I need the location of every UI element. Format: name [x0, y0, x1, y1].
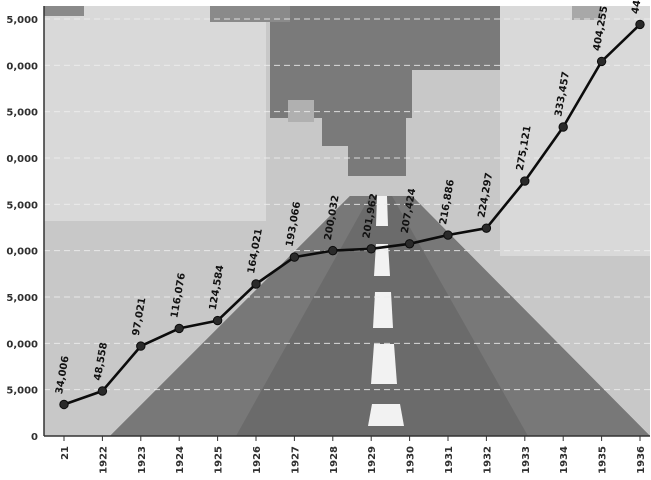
x-axis-ticks: 21 1922 1923 1924 1925 1926 1927 1928 1929 1930 19… — [60, 436, 647, 474]
sky-panel-left — [44, 6, 266, 221]
y-tick-label: 5,000 — [6, 386, 38, 397]
y-tick-label: 0,000 — [6, 247, 38, 258]
data-point — [443, 230, 453, 240]
road-stripe — [368, 404, 404, 426]
y-tick-label: 0,000 — [6, 154, 38, 165]
road-stripe — [376, 196, 388, 226]
y-tick-label: 5,000 — [6, 15, 38, 26]
road-shoulder-right — [392, 196, 650, 436]
x-tick-label: 1929 — [367, 446, 378, 474]
data-point — [289, 252, 300, 262]
y-tick-label: 0 — [31, 432, 38, 443]
data-point — [174, 323, 184, 334]
series-line — [59, 19, 645, 410]
data-point — [596, 56, 607, 67]
data-point — [136, 341, 146, 351]
series-line-path — [63, 23, 641, 406]
y-tick-label: 0,000 — [6, 61, 38, 72]
data-point — [59, 399, 69, 410]
road-stripe — [373, 292, 393, 328]
data-point — [97, 386, 108, 396]
data-point — [328, 245, 338, 256]
axes — [43, 6, 650, 437]
x-tick-label: 1927 — [290, 446, 301, 474]
x-tick-label: 1926 — [252, 446, 263, 474]
x-tick-label: 1936 — [636, 446, 647, 474]
y-axis-ticks: 0 5,000 0,000 5,000 0,000 5,000 0,000 5,000 0,00… — [6, 15, 38, 443]
sky-panel-right — [500, 6, 650, 256]
data-point — [212, 315, 223, 326]
y-tick-label: 5,000 — [6, 108, 38, 119]
building-block — [44, 6, 84, 16]
y-tick-label: 5,000 — [6, 293, 38, 304]
background-illustration — [44, 6, 650, 436]
x-tick-label: 1922 — [98, 446, 109, 474]
road-stripe — [371, 344, 397, 384]
x-tick-label: 1934 — [559, 446, 570, 474]
x-tick-label: 1928 — [329, 446, 340, 474]
data-point — [558, 122, 568, 132]
building-block — [288, 100, 314, 122]
data-point — [251, 279, 261, 289]
y-tick-label: 5,000 — [6, 200, 38, 211]
data-point — [366, 244, 376, 254]
x-tick-label: 1924 — [175, 446, 186, 474]
x-tick-label: 21 — [60, 446, 71, 460]
building-block — [210, 6, 290, 22]
data-point — [635, 19, 645, 30]
tower — [572, 6, 602, 20]
data-point — [404, 239, 415, 249]
road-stripe — [374, 244, 390, 276]
x-tick-label: 1931 — [444, 446, 455, 474]
city-silhouette — [266, 6, 500, 176]
y-tick-label: 0,000 — [6, 339, 38, 350]
data-point — [481, 223, 492, 233]
x-tick-label: 1930 — [406, 446, 417, 474]
x-tick-label: 1923 — [137, 446, 148, 474]
x-tick-label: 1935 — [598, 446, 609, 474]
x-tick-label: 1925 — [214, 446, 225, 474]
data-point — [520, 176, 530, 186]
x-tick-label: 1933 — [521, 446, 532, 474]
x-tick-label: 1932 — [482, 446, 493, 474]
